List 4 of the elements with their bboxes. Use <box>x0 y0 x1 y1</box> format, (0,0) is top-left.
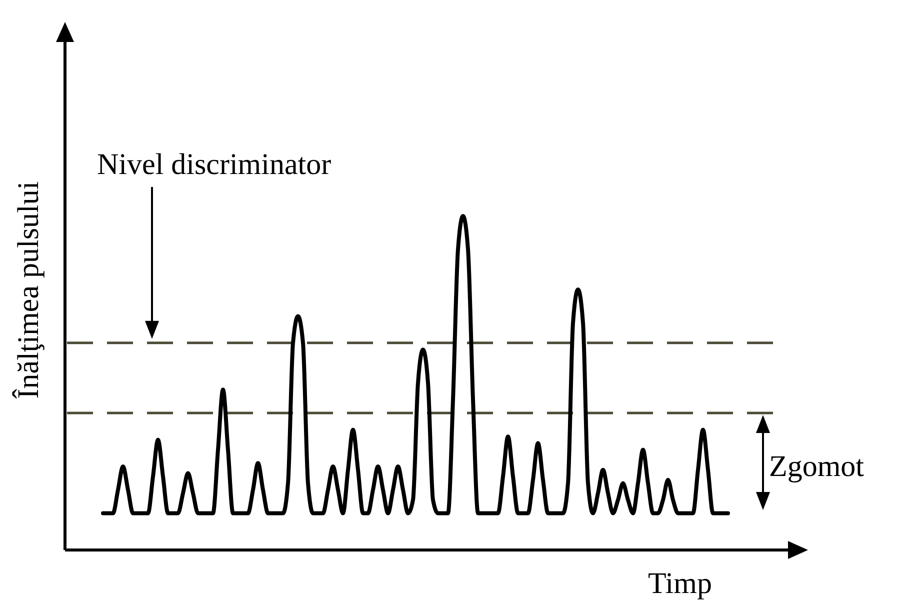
y-axis-title: Înălţimea pulsului <box>12 181 45 399</box>
x-axis-title: Timp <box>648 567 712 600</box>
text: Zgomot <box>769 450 865 483</box>
text: Nivel discriminator <box>97 148 332 181</box>
